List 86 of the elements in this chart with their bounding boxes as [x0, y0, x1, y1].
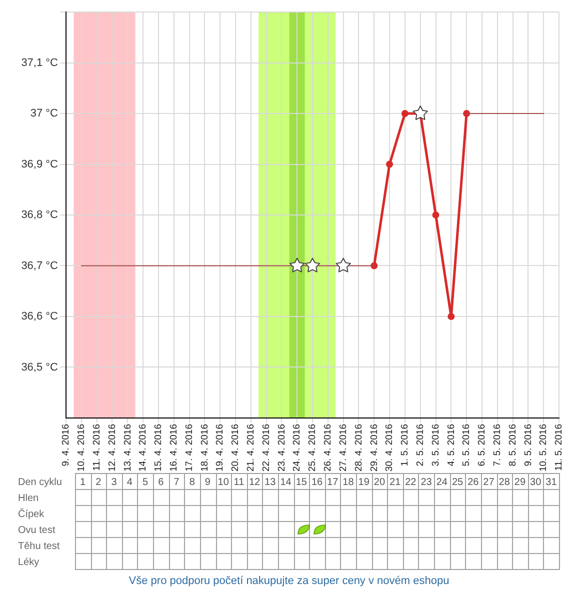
- x2-tick-label: 29: [514, 476, 526, 488]
- x-tick-label: 25. 4. 2016: [307, 424, 318, 472]
- x-tick-label: 26. 4. 2016: [322, 424, 334, 472]
- x-tick-label: 7. 5. 2016: [492, 424, 503, 466]
- x2-tick-label: 15: [296, 476, 308, 488]
- x-tick-label: 8. 5. 2016: [507, 424, 518, 466]
- point: [432, 212, 440, 218]
- x-tick-label: 21. 4. 2016: [246, 424, 256, 472]
- x2-tick-label: 4: [126, 476, 133, 488]
- x2-tick-label: 6: [158, 476, 164, 488]
- y-tick-label: 37,1 °C: [21, 56, 58, 69]
- x2-tick-label: 8: [189, 476, 196, 488]
- x2-tick-label: 25: [452, 476, 464, 488]
- x-tick-label: 6. 5. 2016: [476, 424, 488, 466]
- text: Čípek: [18, 508, 46, 520]
- x-tick-label: 11. 5. 2016: [554, 424, 565, 471]
- y-tick-label: 36,7 °C: [21, 260, 58, 272]
- text: Léky: [18, 556, 40, 568]
- x2-tick-label: 22: [405, 476, 417, 488]
- x-tick-label: 9. 5. 2016: [522, 424, 534, 466]
- x2-tick-label: 7: [174, 476, 180, 488]
- x-tick-label: 4. 5. 2016: [446, 424, 457, 466]
- y-tick-label: 36,5 °C: [21, 361, 58, 374]
- x2-tick-label: 17: [327, 476, 339, 488]
- x-tick-label: 17. 4. 2016: [184, 424, 195, 472]
- x-tick-label: 1. 5. 2016: [400, 424, 411, 466]
- x-tick-label: 13. 4. 2016: [122, 424, 134, 472]
- x-tick-label: 10. 4. 2016: [76, 424, 88, 472]
- x2-tick-label: 18: [342, 476, 354, 488]
- x-tick-label: 16. 4. 2016: [168, 424, 180, 472]
- x2-tick-label: 31: [546, 476, 558, 488]
- x-tick-label: 30. 4. 2016: [384, 424, 396, 472]
- point: [336, 258, 351, 272]
- x-tick-label: 11. 4. 2016: [91, 424, 102, 471]
- point: [448, 313, 455, 320]
- text: Ovu test: [18, 524, 56, 536]
- x-tick-label: 10. 5. 2016: [538, 424, 550, 472]
- x2-tick-label: 12: [248, 476, 261, 488]
- point: [401, 110, 408, 117]
- x-tick-label: 18. 4. 2016: [199, 424, 210, 472]
- x-tick-label: 28. 4. 2016: [353, 424, 364, 472]
- point: [386, 160, 394, 168]
- point: [412, 106, 428, 120]
- x-tick-label: 22. 4. 2016: [260, 424, 272, 472]
- x2-tick-label: 11: [234, 476, 245, 488]
- x-tick-label: 3. 5. 2016: [430, 424, 442, 466]
- x-tick-label: 29. 4. 2016: [368, 424, 380, 472]
- x2-tick-label: 20: [374, 476, 386, 488]
- x-tick-label: 27. 4. 2016: [338, 424, 349, 472]
- y-tick-label: 37 °C: [30, 108, 58, 120]
- point: [304, 258, 320, 272]
- x-tick-label: 19. 4. 2016: [214, 424, 226, 472]
- x2-tick-label: 26: [468, 476, 480, 488]
- x-tick-label: 23. 4. 2016: [276, 424, 288, 472]
- x-tick-label: 15. 4. 2016: [153, 424, 164, 472]
- x2-tick-label: 23: [420, 476, 432, 488]
- x2-tick-label: 21: [390, 476, 402, 488]
- text: Vše pro podporu početí nakupujte za super ceny v novém eshopu: [128, 575, 450, 588]
- x-tick-label: 12. 4. 2016: [106, 424, 118, 472]
- y-tick-label: 36,6 °C: [21, 310, 58, 323]
- x-tick-label: 5. 5. 2016: [461, 424, 472, 466]
- x-tick-label: 9. 4. 2016: [60, 424, 72, 466]
- x-tick-label: 2. 5. 2016: [414, 424, 426, 466]
- text: Těhu test: [18, 540, 60, 552]
- x2-tick-label: 10: [218, 476, 230, 488]
- x2-tick-label: 3: [111, 476, 118, 488]
- x2-tick-label: 5: [142, 476, 148, 488]
- point: [289, 258, 305, 272]
- x2-tick-label: 19: [358, 476, 370, 488]
- x-tick-label: 14. 4. 2016: [138, 424, 149, 472]
- x-tick-label: 24. 4. 2016: [292, 424, 303, 472]
- x2-tick-label: 9: [204, 476, 211, 488]
- x2-tick-label: 28: [498, 476, 510, 488]
- x2-tick-label: 2: [96, 476, 102, 488]
- y-tick-label: 36,9 °C: [21, 158, 58, 170]
- x2-tick-label: 27: [483, 476, 495, 488]
- x2-tick-label: 24: [436, 476, 448, 488]
- x2-tick-label: 16: [311, 476, 323, 488]
- text: Hlen: [18, 492, 39, 504]
- x2-tick-label: 1: [80, 476, 86, 488]
- x2-tick-label: 14: [280, 476, 292, 488]
- y-tick-label: 36,8 °C: [21, 209, 58, 222]
- x2-tick-label: 13: [264, 476, 276, 488]
- x2-axis-title: Den cyklu: [18, 476, 62, 488]
- x-tick-label: 20. 4. 2016: [230, 424, 242, 472]
- x2-tick-label: 30: [530, 476, 542, 488]
